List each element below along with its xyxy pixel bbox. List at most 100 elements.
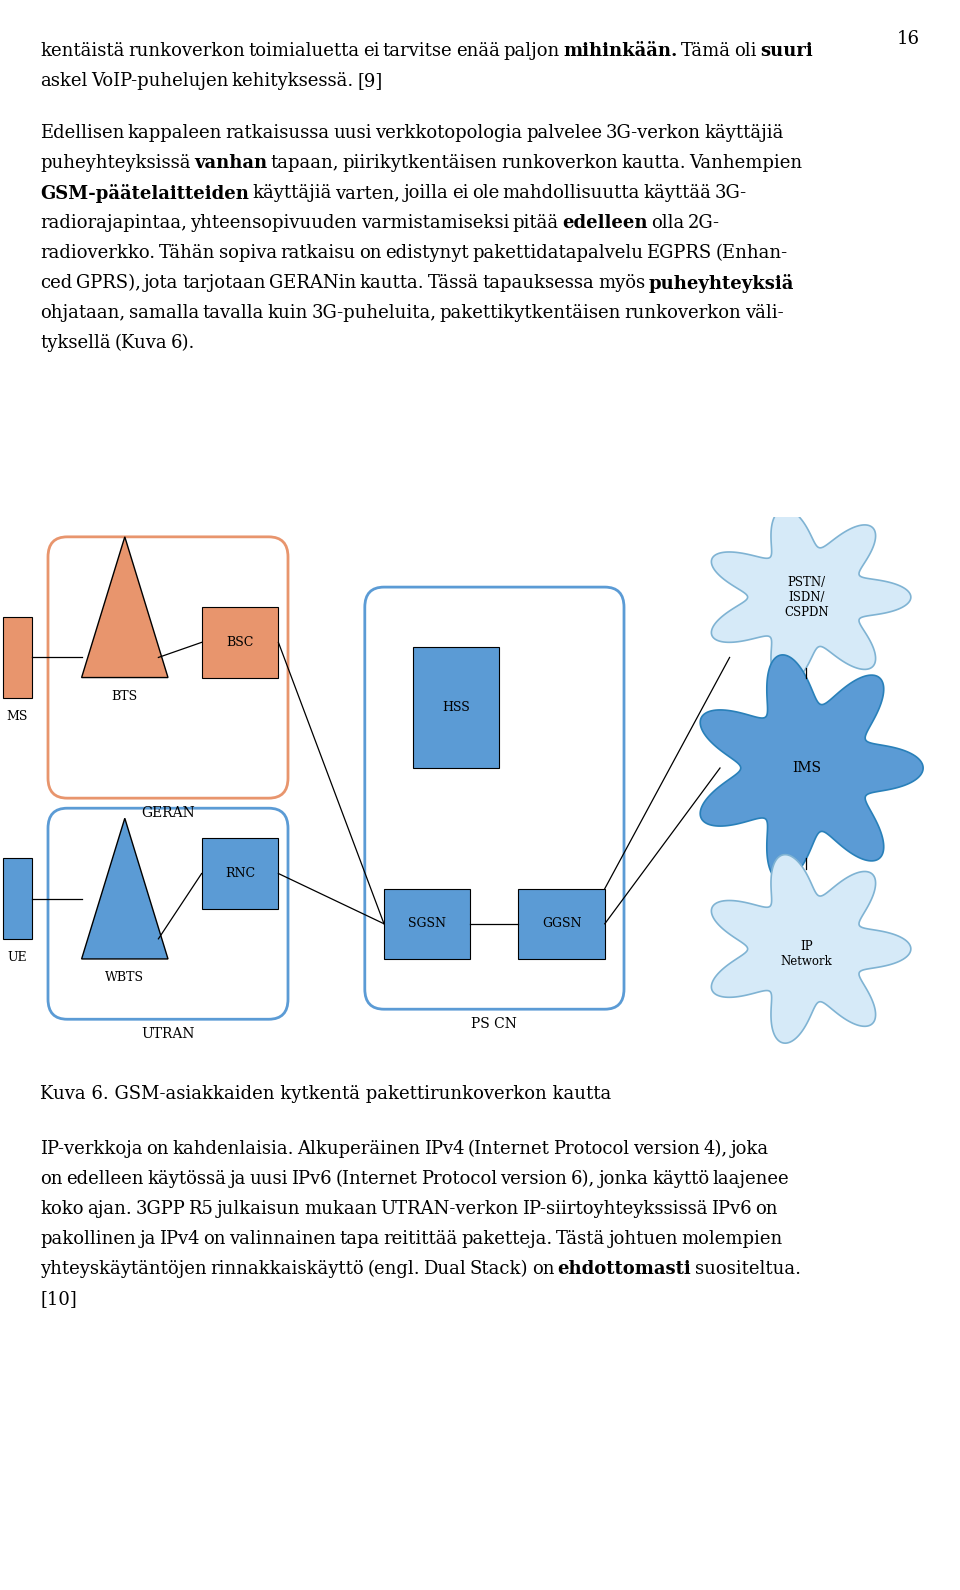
Text: julkaisun: julkaisun xyxy=(217,1200,300,1218)
FancyBboxPatch shape xyxy=(48,808,288,1019)
Text: radiorajapintaa,: radiorajapintaa, xyxy=(40,215,187,232)
Text: ehdottomasti: ehdottomasti xyxy=(558,1259,691,1278)
Text: käytössä: käytössä xyxy=(147,1170,226,1188)
Text: vanhan: vanhan xyxy=(194,154,267,172)
Text: VoIP-puhelujen: VoIP-puhelujen xyxy=(91,72,228,91)
Text: PS CN: PS CN xyxy=(471,1018,517,1032)
Text: 3G-verkon: 3G-verkon xyxy=(606,124,701,142)
Text: edistynyt: edistynyt xyxy=(385,243,468,262)
Text: varmistamiseksi: varmistamiseksi xyxy=(361,215,509,232)
Text: on: on xyxy=(359,243,381,262)
Text: käyttö: käyttö xyxy=(652,1170,709,1188)
Text: koko: koko xyxy=(40,1200,84,1218)
Text: edelleen: edelleen xyxy=(66,1170,143,1188)
Text: runkoverkon: runkoverkon xyxy=(501,154,618,172)
Text: joka: joka xyxy=(731,1140,769,1158)
Text: ole: ole xyxy=(472,184,499,202)
Text: IP-siirtoyhteykssissä: IP-siirtoyhteykssissä xyxy=(522,1200,708,1218)
Text: ratkaisussa: ratkaisussa xyxy=(226,124,330,142)
Text: kentäistä: kentäistä xyxy=(40,41,125,60)
Text: mihinkään.: mihinkään. xyxy=(564,41,678,60)
Text: kautta.: kautta. xyxy=(621,154,686,172)
Text: radioverkko.: radioverkko. xyxy=(40,243,156,262)
Text: (engl.: (engl. xyxy=(368,1259,420,1278)
Text: paljon: paljon xyxy=(503,41,560,60)
Text: IMS: IMS xyxy=(792,762,821,774)
Text: joilla: joilla xyxy=(403,184,448,202)
FancyBboxPatch shape xyxy=(365,587,624,1010)
Polygon shape xyxy=(82,819,168,959)
Text: reitittää: reitittää xyxy=(383,1231,458,1248)
Text: tapauksessa: tapauksessa xyxy=(483,273,594,293)
Text: GSM-päätelaitteiden: GSM-päätelaitteiden xyxy=(40,184,249,204)
Text: valinnainen: valinnainen xyxy=(229,1231,336,1248)
Text: enää: enää xyxy=(456,41,500,60)
Text: Tämä: Tämä xyxy=(681,41,731,60)
Text: ja: ja xyxy=(229,1170,246,1188)
Text: IPv6: IPv6 xyxy=(711,1200,752,1218)
Text: 3G-: 3G- xyxy=(715,184,747,202)
Text: BTS: BTS xyxy=(111,690,138,703)
Text: RNC: RNC xyxy=(225,867,255,879)
Text: IPv4: IPv4 xyxy=(423,1140,465,1158)
Text: tapa: tapa xyxy=(340,1231,380,1248)
Text: SGSN: SGSN xyxy=(408,917,446,930)
Text: EGPRS: EGPRS xyxy=(646,243,711,262)
Text: 6),: 6), xyxy=(571,1170,595,1188)
Text: 3G-puheluita,: 3G-puheluita, xyxy=(311,304,436,323)
Text: MS: MS xyxy=(7,709,28,723)
Polygon shape xyxy=(700,655,924,881)
Text: ja: ja xyxy=(139,1231,156,1248)
Text: IP
Network: IP Network xyxy=(780,940,832,968)
Text: GPRS),: GPRS), xyxy=(76,273,140,293)
Text: käyttää: käyttää xyxy=(643,184,711,202)
Text: Vanhempien: Vanhempien xyxy=(689,154,803,172)
Text: on: on xyxy=(40,1170,62,1188)
Text: 16: 16 xyxy=(897,30,920,48)
Text: pakettidatapalvelu: pakettidatapalvelu xyxy=(472,243,643,262)
Text: Kuva 6. GSM-asiakkaiden kytkentä pakettirunkoverkon kautta: Kuva 6. GSM-asiakkaiden kytkentä paketti… xyxy=(40,1084,612,1103)
Text: [9]: [9] xyxy=(357,72,383,91)
Text: laajenee: laajenee xyxy=(712,1170,789,1188)
Polygon shape xyxy=(711,855,911,1043)
Text: on: on xyxy=(532,1259,554,1278)
Text: GERAN: GERAN xyxy=(141,806,195,820)
Text: pakettikytkentäisen: pakettikytkentäisen xyxy=(440,304,621,323)
Text: rinnakkaiskäyttö: rinnakkaiskäyttö xyxy=(210,1259,364,1278)
Text: jonka: jonka xyxy=(599,1170,648,1188)
Text: uusi: uusi xyxy=(250,1170,288,1188)
Text: (Internet: (Internet xyxy=(468,1140,549,1158)
Text: mahdollisuutta: mahdollisuutta xyxy=(503,184,640,202)
Bar xyxy=(518,889,605,959)
Text: Tästä: Tästä xyxy=(556,1231,605,1248)
Text: yhteensopivuuden: yhteensopivuuden xyxy=(190,215,357,232)
Bar xyxy=(202,607,278,677)
Text: 3GPP: 3GPP xyxy=(135,1200,185,1218)
Text: kuin: kuin xyxy=(267,304,307,323)
Text: 4),: 4), xyxy=(703,1140,728,1158)
Text: puheyhteyksissä: puheyhteyksissä xyxy=(40,154,190,172)
Text: Protocol: Protocol xyxy=(553,1140,629,1158)
Text: IPv4: IPv4 xyxy=(159,1231,200,1248)
Text: version: version xyxy=(633,1140,700,1158)
Text: oli: oli xyxy=(734,41,757,60)
Text: pakollinen: pakollinen xyxy=(40,1231,135,1248)
Text: mukaan: mukaan xyxy=(304,1200,377,1218)
Text: IP-verkkoja: IP-verkkoja xyxy=(40,1140,142,1158)
Text: (Kuva: (Kuva xyxy=(114,334,167,351)
Text: Tässä: Tässä xyxy=(428,273,479,293)
Text: tarjotaan: tarjotaan xyxy=(182,273,266,293)
Text: varten,: varten, xyxy=(335,184,400,202)
Text: GGSN: GGSN xyxy=(541,917,582,930)
Text: UE: UE xyxy=(8,951,27,964)
Text: askel: askel xyxy=(40,72,87,91)
Text: myös: myös xyxy=(598,273,645,293)
Text: WBTS: WBTS xyxy=(106,971,144,984)
Bar xyxy=(3,859,32,938)
Text: olla: olla xyxy=(651,215,684,232)
Text: BSC: BSC xyxy=(227,636,253,649)
Text: tapaan,: tapaan, xyxy=(271,154,339,172)
Text: UTRAN: UTRAN xyxy=(141,1027,195,1041)
Text: Edellisen: Edellisen xyxy=(40,124,125,142)
Text: edelleen: edelleen xyxy=(563,215,648,232)
